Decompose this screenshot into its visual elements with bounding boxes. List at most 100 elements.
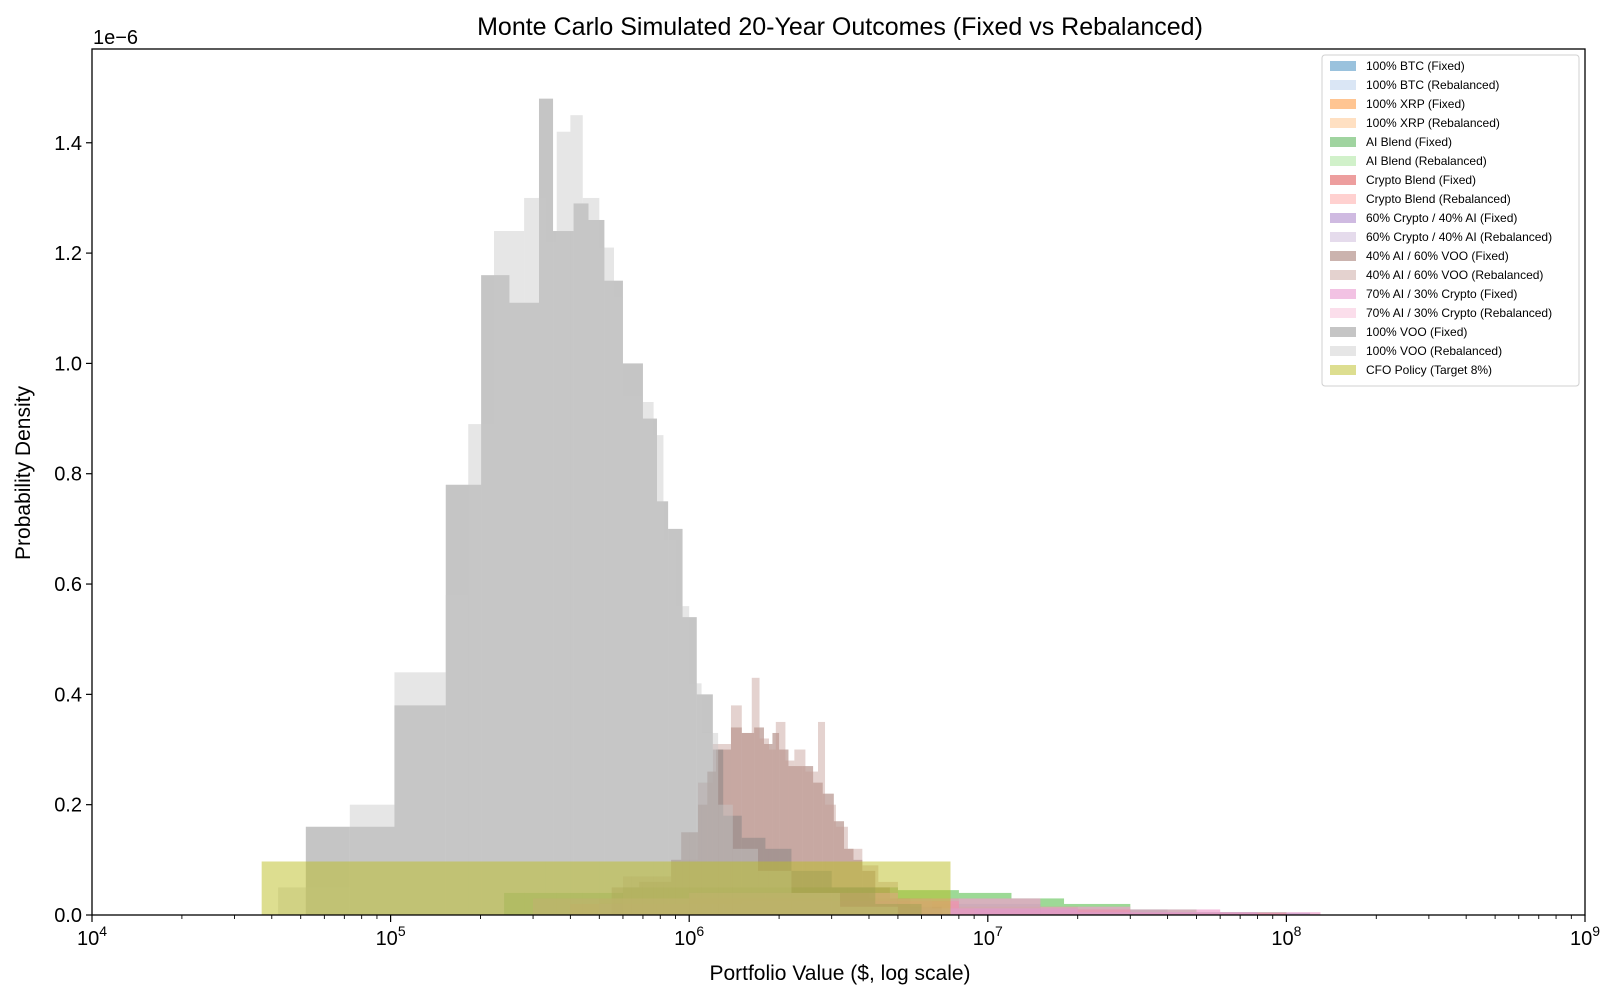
histogram-bar	[1167, 912, 1311, 915]
legend-label: 100% XRP (Fixed)	[1366, 97, 1465, 111]
histogram-bar	[622, 396, 632, 915]
histogram-bar	[509, 302, 539, 915]
histogram-bar	[958, 892, 1012, 915]
histogram-bar	[958, 906, 1078, 915]
histogram-bar	[656, 501, 669, 915]
y-axis-label: Probability Density	[12, 386, 35, 560]
plot-frame	[91, 48, 1586, 916]
legend-swatch	[1330, 61, 1356, 71]
histogram-bar	[1011, 898, 1065, 915]
histogram-bar	[1130, 909, 1221, 915]
histogram-bar	[653, 435, 664, 915]
legend-swatch	[1330, 80, 1356, 90]
legend-label: 60% Crypto / 40% AI (Fixed)	[1366, 211, 1517, 225]
axes-layer: 0.0 0.2 0.4 0.6 0.8 1.0 1.2 1.4 104 105 106 107 108 1…	[54, 133, 1600, 950]
legend-label: 100% VOO (Fixed)	[1366, 325, 1467, 339]
histogram-bar	[582, 197, 600, 915]
legend-label: Crypto Blend (Rebalanced)	[1366, 192, 1511, 206]
histogram-bar	[772, 732, 780, 915]
histogram-bar	[1130, 909, 1221, 915]
series-16	[261, 861, 951, 915]
y-tick-label: 0.8	[54, 464, 82, 486]
y-tick-label: 1.0	[54, 353, 82, 375]
legend-swatch	[1330, 118, 1356, 128]
histogram-bar	[1064, 903, 1131, 915]
y-tick-label: 0.2	[54, 795, 82, 817]
histogram-bar	[1130, 912, 1287, 915]
histogram-bar	[958, 906, 1078, 915]
histogram-bar	[481, 275, 510, 915]
x-axis-label: Portfolio Value ($, log scale)	[709, 962, 970, 985]
histogram-bar	[897, 908, 1078, 915]
histogram-bar	[751, 677, 760, 915]
legend-swatch	[1330, 175, 1356, 185]
histogram-bar	[697, 804, 708, 915]
legend-swatch	[1330, 251, 1356, 261]
histogram-bar	[775, 721, 786, 915]
histogram-bar	[545, 242, 557, 915]
histogram-bar	[642, 418, 657, 915]
x-tick-label: 107	[973, 923, 1003, 950]
histogram-bar	[445, 484, 482, 915]
histogram-bar	[599, 247, 615, 915]
histogram-bar	[1040, 909, 1168, 915]
legend-swatch	[1330, 346, 1356, 356]
histogram-bar	[1196, 912, 1287, 915]
histogram-bar	[730, 705, 742, 915]
legend-swatch	[1330, 232, 1356, 242]
histogram-bar	[763, 744, 773, 915]
histogram-bar	[1130, 912, 1287, 915]
histogram-bar	[682, 617, 697, 915]
legend-swatch	[1330, 213, 1356, 223]
histogram-bar	[1077, 912, 1258, 915]
legend-label: 60% Crypto / 40% AI (Rebalanced)	[1366, 230, 1552, 244]
legend-label: Crypto Blend (Fixed)	[1366, 173, 1476, 187]
legend-label: 100% BTC (Fixed)	[1366, 59, 1465, 73]
x-tick-label: 109	[1570, 923, 1600, 950]
histogram-bar	[1077, 912, 1258, 915]
legend-label: CFO Policy (Target 8%)	[1366, 363, 1492, 377]
histogram-bar	[1220, 912, 1321, 915]
histogram-bar	[604, 280, 623, 915]
legend-swatch	[1330, 270, 1356, 280]
histogram-bar	[689, 683, 702, 915]
histogram-bar	[785, 760, 795, 915]
histogram-bar	[759, 738, 769, 915]
histogram-bar	[1040, 906, 1131, 915]
y-offset-label: 1e−6	[93, 27, 138, 49]
histogram-bar	[570, 115, 583, 915]
x-tick-label: 106	[674, 923, 704, 950]
histogram-bar	[1130, 909, 1197, 915]
legend-swatch	[1330, 365, 1356, 375]
histogram-bar	[754, 727, 764, 915]
legend-label: AI Blend (Fixed)	[1366, 135, 1452, 149]
histogram-bar	[921, 903, 1041, 915]
histogram-bar	[1167, 912, 1311, 915]
histogram-bar	[1196, 912, 1287, 915]
histogram-bar	[538, 98, 554, 915]
histogram-bar	[1011, 898, 1065, 915]
histogram-bar	[663, 539, 676, 915]
legend-swatch	[1330, 289, 1356, 299]
histogram-bar	[931, 908, 975, 915]
legend-label: 100% BTC (Rebalanced)	[1366, 78, 1499, 92]
histogram-bar	[730, 727, 742, 915]
histogram-bar	[958, 892, 1012, 915]
histogram-bar	[553, 231, 574, 915]
histogram-bar	[675, 606, 690, 915]
legend-label: 70% AI / 30% Crypto (Rebalanced)	[1366, 306, 1552, 320]
histogram-bar	[445, 595, 469, 915]
histogram-bar	[768, 749, 776, 915]
series-14	[305, 98, 922, 915]
y-tick-label: 0.4	[54, 684, 82, 706]
legend-label: 40% AI / 60% VOO (Fixed)	[1366, 249, 1509, 263]
x-tick-label: 104	[77, 923, 107, 950]
legend-box	[1321, 54, 1580, 387]
histogram-bar	[818, 721, 826, 915]
legend-label: 70% AI / 30% Crypto (Fixed)	[1366, 287, 1517, 301]
histogram-bar	[468, 424, 495, 915]
histogram-bar	[1040, 909, 1168, 915]
histogram-bar	[802, 766, 814, 915]
histogram-bar	[642, 402, 654, 915]
